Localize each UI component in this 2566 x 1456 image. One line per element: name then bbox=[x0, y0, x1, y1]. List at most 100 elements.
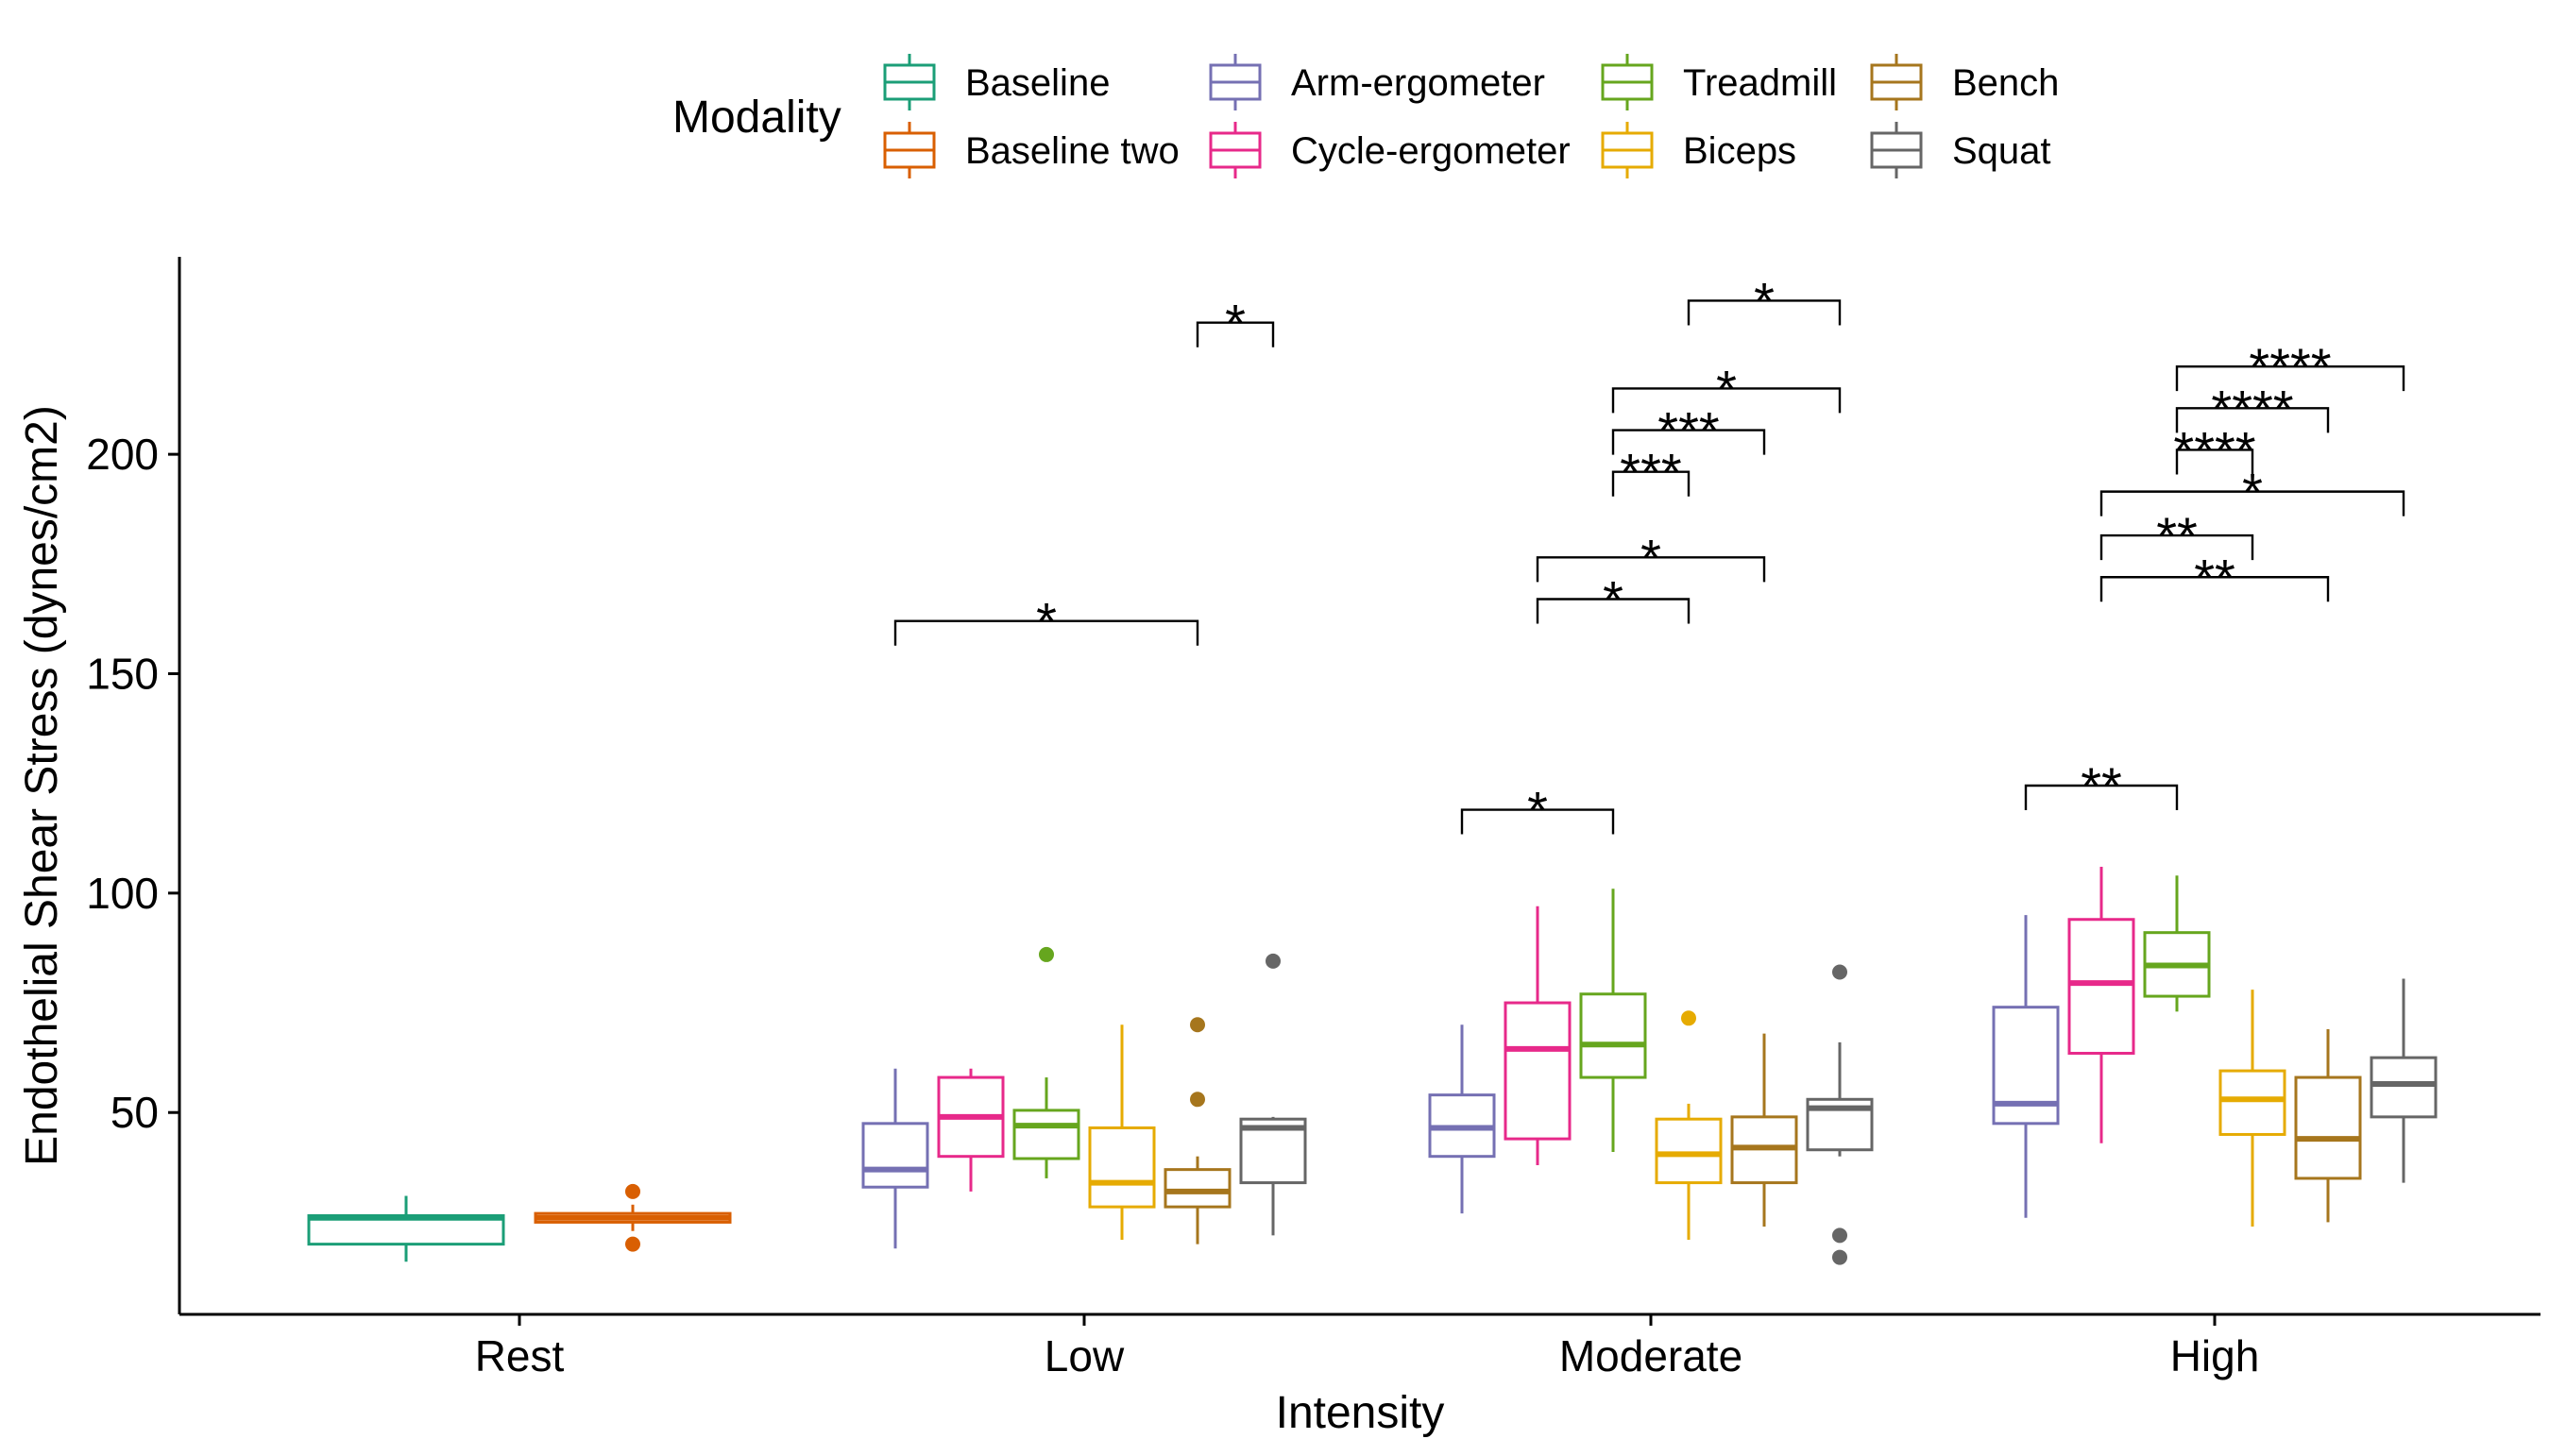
y-tick-label-100: 100 bbox=[86, 869, 159, 918]
box-rect-cycle-ergometer-moderate bbox=[1504, 1001, 1572, 1141]
legend-item-baseline-two: Baseline two bbox=[883, 122, 1180, 178]
sig-bracket-13: **** bbox=[2173, 420, 2255, 480]
legend-item-squat: Squat bbox=[1870, 122, 2051, 178]
sig-bracket-0: * bbox=[893, 592, 1199, 652]
box-squat-low bbox=[1239, 953, 1307, 1236]
sig-bracket-8: * bbox=[1687, 271, 1842, 330]
sig-line-5 bbox=[1611, 470, 1691, 497]
sig-bracket-11: ** bbox=[2099, 506, 2254, 566]
outlier-squat-moderate-2 bbox=[1832, 1249, 1847, 1265]
box-biceps-high bbox=[2218, 990, 2286, 1227]
sig-label-7: * bbox=[1716, 359, 1737, 418]
legend-item-baseline: Baseline bbox=[883, 54, 1110, 110]
box-rect-treadmill-moderate bbox=[1579, 992, 1647, 1079]
sig-label-2: * bbox=[1527, 781, 1548, 840]
sig-label-15: **** bbox=[2249, 337, 2331, 397]
sig-bracket-10: ** bbox=[2099, 548, 2330, 607]
box-rect-bench-low bbox=[1164, 1168, 1232, 1209]
sig-bracket-5: *** bbox=[1611, 443, 1691, 502]
sig-line-11 bbox=[2099, 533, 2254, 561]
box-treadmill-high bbox=[2143, 875, 2211, 1012]
box-squat-high bbox=[2370, 978, 2438, 1183]
legend-item-biceps: Biceps bbox=[1601, 122, 1796, 178]
legend-item-treadmill: Treadmill bbox=[1601, 54, 1837, 110]
legend-item-bench: Bench bbox=[1870, 54, 2059, 110]
sig-bracket-14: **** bbox=[2175, 379, 2330, 438]
y-axis: 50 100 150 200 bbox=[86, 257, 181, 1314]
x-tick-label-rest: Rest bbox=[475, 1331, 565, 1380]
sig-line-0 bbox=[893, 619, 1199, 646]
box-treadmill-low bbox=[1012, 946, 1080, 1178]
box-squat-moderate bbox=[1806, 964, 1874, 1265]
sig-label-14: **** bbox=[2211, 379, 2293, 438]
sig-line-7 bbox=[1611, 387, 1842, 414]
outlier-biceps-moderate-0 bbox=[1681, 1010, 1696, 1026]
legend-label-treadmill: Treadmill bbox=[1683, 62, 1837, 104]
sig-bracket-3: * bbox=[1536, 569, 1691, 629]
legend-label-bench: Bench bbox=[1952, 62, 2059, 104]
sig-bracket-15: **** bbox=[2175, 337, 2405, 397]
legend-item-cycle-ergometer: Cycle-ergometer bbox=[1209, 122, 1571, 178]
sig-bracket-6: *** bbox=[1611, 401, 1766, 461]
outlier-squat-moderate-1 bbox=[1832, 1227, 1847, 1244]
outlier-squat-moderate-0 bbox=[1832, 964, 1847, 980]
sig-line-8 bbox=[1687, 299, 1842, 326]
box-bench-low bbox=[1164, 1017, 1232, 1244]
box-baseline-rest bbox=[307, 1195, 505, 1262]
box-bench-moderate bbox=[1730, 1033, 1798, 1227]
legend-title: Modality bbox=[672, 93, 841, 143]
sig-line-3 bbox=[1536, 598, 1691, 624]
outlier-bench-low-1 bbox=[1190, 1092, 1205, 1108]
box-rect-biceps-high bbox=[2218, 1069, 2286, 1136]
legend-item-arm-ergometer: Arm-ergometer bbox=[1209, 54, 1545, 110]
x-tick-label-low: Low bbox=[1045, 1331, 1125, 1380]
box-arm-ergometer-moderate bbox=[1428, 1024, 1496, 1214]
box-rect-treadmill-low bbox=[1012, 1109, 1080, 1160]
legend-label-baseline: Baseline bbox=[965, 62, 1110, 104]
x-axis-title: Intensity bbox=[1276, 1388, 1445, 1438]
y-tick-label-150: 150 bbox=[86, 649, 159, 698]
box-baseline-two-rest bbox=[534, 1183, 732, 1252]
box-rect-bench-high bbox=[2294, 1075, 2362, 1180]
sig-label-1: * bbox=[1225, 294, 1246, 353]
box-rect-biceps-moderate bbox=[1655, 1117, 1723, 1185]
significance-brackets: ******************************** bbox=[893, 271, 2405, 840]
x-tick-label-moderate: Moderate bbox=[1559, 1331, 1742, 1380]
sig-line-2 bbox=[1460, 808, 1615, 835]
x-tick-label-high: High bbox=[2170, 1331, 2260, 1380]
outlier-treadmill-low-0 bbox=[1039, 946, 1054, 962]
outlier-baseline-two-rest-0 bbox=[625, 1183, 640, 1199]
sig-line-4 bbox=[1536, 556, 1766, 583]
sig-label-8: * bbox=[1754, 271, 1775, 330]
sig-line-15 bbox=[2175, 364, 2405, 392]
y-axis-title: Endothelial Shear Stress (dynes/cm2) bbox=[17, 405, 67, 1166]
sig-line-1 bbox=[1196, 321, 1275, 347]
sig-bracket-2: * bbox=[1460, 781, 1615, 840]
box-rect-squat-high bbox=[2370, 1056, 2438, 1119]
legend-label-cycle-ergometer: Cycle-ergometer bbox=[1291, 130, 1571, 172]
outlier-baseline-two-rest-1 bbox=[625, 1236, 640, 1252]
legend-label-baseline-two: Baseline two bbox=[965, 130, 1180, 172]
sig-bracket-12: * bbox=[2099, 463, 2405, 522]
boxes bbox=[307, 866, 2438, 1265]
sig-line-10 bbox=[2099, 576, 2330, 602]
sig-line-9 bbox=[2024, 784, 2179, 810]
y-tick-label-200: 200 bbox=[86, 430, 159, 479]
box-biceps-low bbox=[1088, 1024, 1156, 1240]
sig-line-12 bbox=[2099, 490, 2405, 516]
box-treadmill-moderate bbox=[1579, 889, 1647, 1153]
sig-line-6 bbox=[1611, 429, 1766, 455]
sig-label-9: ** bbox=[2081, 756, 2122, 816]
legend-label-arm-ergometer: Arm-ergometer bbox=[1291, 62, 1545, 104]
legend-label-squat: Squat bbox=[1952, 130, 2051, 172]
y-tick-label-50: 50 bbox=[110, 1088, 159, 1137]
box-cycle-ergometer-moderate bbox=[1504, 906, 1572, 1165]
box-rect-arm-ergometer-low bbox=[861, 1122, 929, 1189]
box-bench-high bbox=[2294, 1028, 2362, 1223]
sig-bracket-9: ** bbox=[2024, 756, 2179, 816]
box-arm-ergometer-high bbox=[1992, 915, 2060, 1218]
sig-bracket-7: * bbox=[1611, 359, 1842, 418]
box-rect-biceps-low bbox=[1088, 1126, 1156, 1209]
box-biceps-moderate bbox=[1655, 1010, 1723, 1240]
